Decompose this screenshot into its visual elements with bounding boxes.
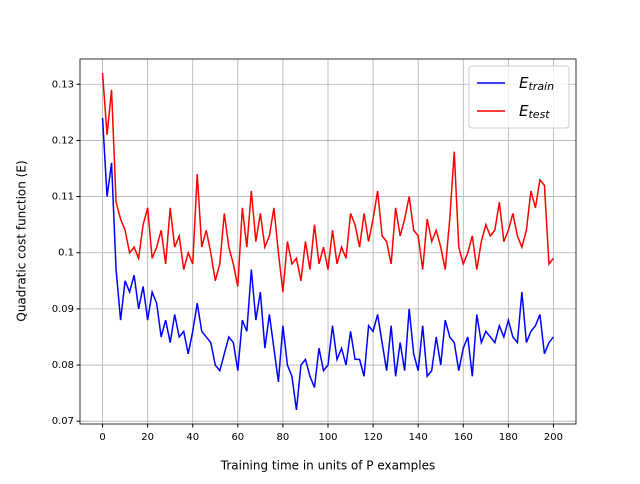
x-tick-label: 60 xyxy=(231,432,244,443)
x-tick-label: 120 xyxy=(364,432,383,443)
x-tick-label: 160 xyxy=(454,432,473,443)
y-tick-label: 0.08 xyxy=(52,360,74,371)
legend-box xyxy=(468,65,570,129)
x-tick-label: 140 xyxy=(409,432,428,443)
x-axis-label: Training time in units of P examples xyxy=(220,459,436,473)
y-axis-label: Quadratic cost function (E) xyxy=(15,160,29,321)
x-tick-label: 0 xyxy=(99,432,105,443)
y-tick-label: 0.07 xyxy=(52,416,74,427)
y-tick-label: 0.12 xyxy=(52,135,74,146)
legend-label: Etrain xyxy=(519,74,554,94)
x-tick-label: 180 xyxy=(499,432,518,443)
x-tick-label: 100 xyxy=(318,432,337,443)
x-tick-label: 20 xyxy=(141,432,154,443)
x-tick-label: 80 xyxy=(277,432,290,443)
series-line xyxy=(101,117,555,411)
plot-frame xyxy=(79,58,577,425)
y-tick-label: 0.1 xyxy=(58,248,74,259)
legend-label: Etest xyxy=(519,102,550,122)
series-line xyxy=(101,72,555,293)
x-tick-label: 200 xyxy=(544,432,563,443)
y-tick-label: 0.09 xyxy=(52,304,74,315)
y-tick-label: 0.13 xyxy=(52,79,74,90)
y-tick-label: 0.11 xyxy=(52,192,74,203)
x-tick-label: 40 xyxy=(186,432,199,443)
